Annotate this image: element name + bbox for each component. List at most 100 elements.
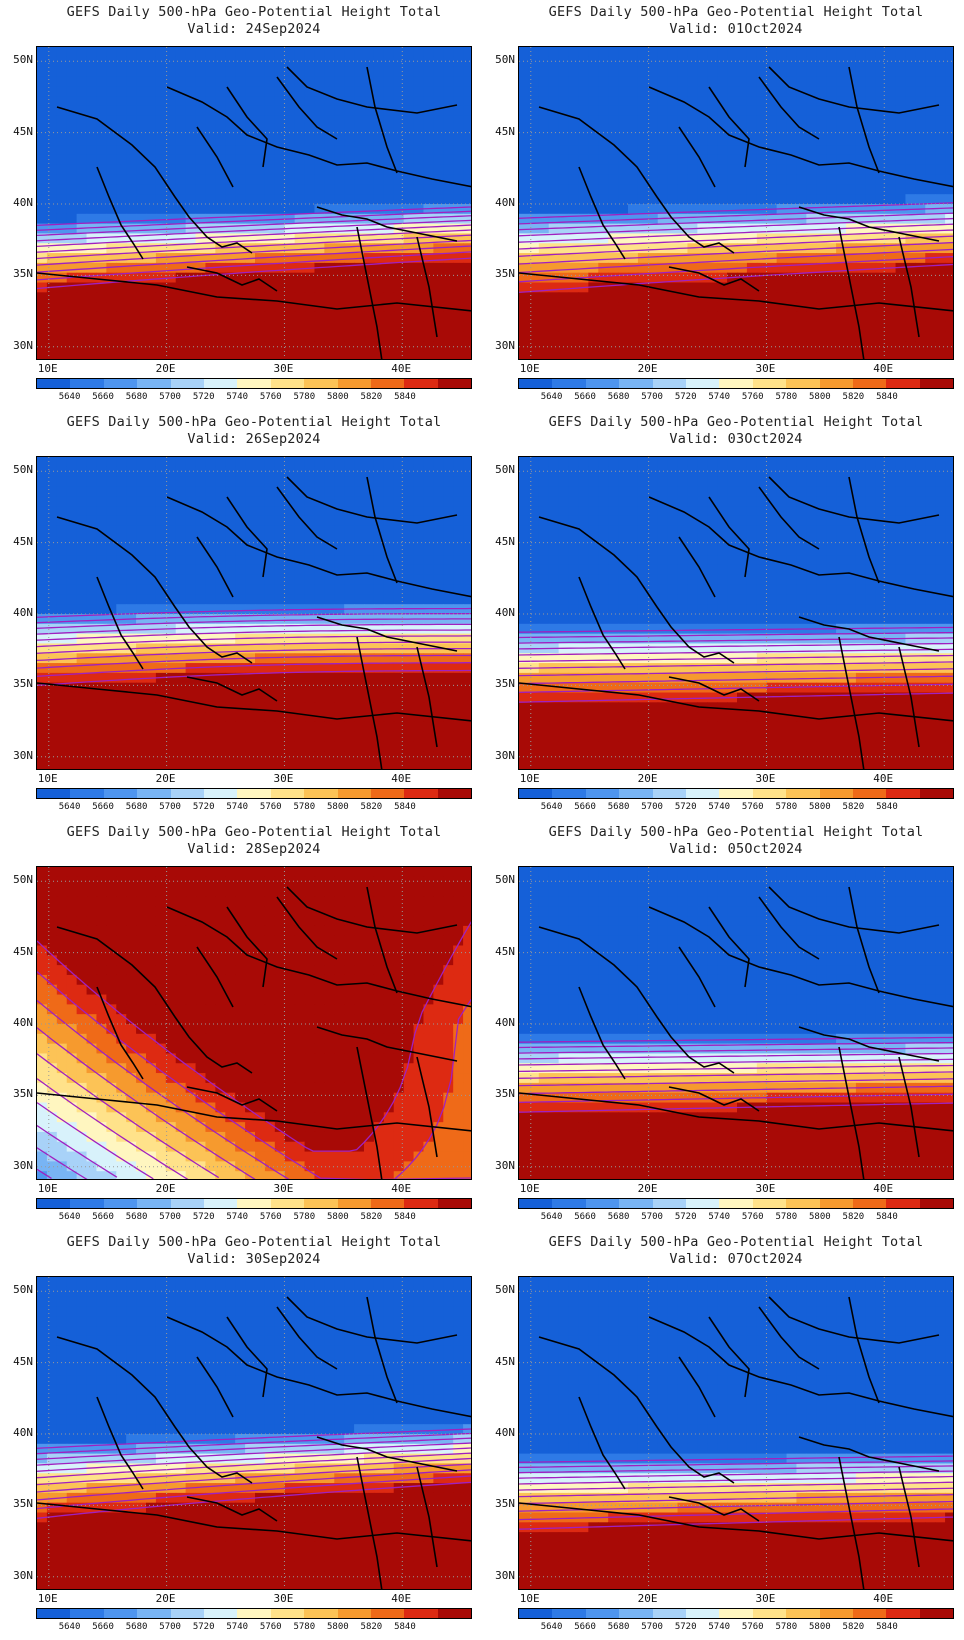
lon-label: 10E [519,1182,540,1195]
colorbar-label: 5640 [58,1212,81,1222]
colorbar [518,1198,954,1209]
contour-line [37,1447,471,1472]
lon-label: 40E [391,772,412,785]
coastline [316,616,458,652]
contour-line [37,206,471,227]
lat-label: 30N [13,748,33,762]
colorbar-swatch [852,379,887,388]
colorbar-swatch [437,1609,472,1618]
contour-line [37,245,471,273]
coastline [648,86,953,188]
coastline [276,896,338,960]
coastline [838,1046,865,1179]
colorbar-label: 5760 [259,392,282,402]
colorbar-label: 5640 [540,1622,563,1632]
contour-line [519,212,953,231]
colorbar-label: 5640 [540,392,563,402]
colorbar-labels: 5640 5660 5680 5700 5720 5740 5760 5780 5800 5820… [36,1212,472,1224]
colorbar-swatch [886,379,920,388]
contour-line [519,668,953,677]
colorbar-swatch [170,1199,204,1208]
lon-label: 30E [755,362,776,375]
contour-line [519,637,953,644]
colorbar-label: 5820 [360,802,383,812]
colorbar-label: 5660 [574,1622,596,1632]
colorbar-label: 5700 [159,802,181,812]
coastline [196,1356,234,1418]
map-panel-4: GEFS Daily 500-hPa Geo-Potential Height … [482,410,964,820]
lat-label: 45N [495,124,515,138]
coastline [838,636,865,769]
colorbar-swatch [719,1609,753,1618]
coastline [898,1466,920,1568]
lon-label: 20E [637,1182,658,1195]
colorbar-swatch [585,379,620,388]
colorbar-label: 5740 [708,392,731,402]
height-field [519,47,953,359]
lon-label: 40E [873,362,894,375]
colorbar-swatch [70,1199,104,1208]
height-field [519,867,953,1179]
panel-title: GEFS Daily 500-hPa Geo-Potential Height … [66,4,442,20]
coastline [286,886,458,934]
lat-label: 45N [495,534,515,548]
colorbar-swatch [437,789,472,798]
contour-line [37,1463,471,1493]
colorbar-swatch [552,379,586,388]
contour-line [37,1078,189,1179]
coastline [648,906,953,1008]
contour-line [37,921,471,1152]
colorbar-swatch [237,1609,271,1618]
coastline [196,536,234,598]
map-area [518,456,954,770]
colorbar-swatch [852,789,887,798]
contour-line [37,662,471,677]
lat-label: 35N [495,1087,515,1101]
colorbar-swatch [70,1609,104,1618]
colorbar-swatch [70,379,104,388]
contour-line [37,618,471,629]
lat-label: 50N [13,53,33,67]
colorbar-swatch [619,789,653,798]
contour-line [37,635,471,648]
coastline [768,886,940,934]
coastline [838,1456,865,1589]
contour-line [37,257,471,290]
colorbar-label: 5680 [607,392,630,402]
colorbar-swatch [719,379,753,388]
coastline [678,126,716,188]
contour-line [37,229,471,253]
colorbar-label: 5740 [708,1622,731,1632]
colorbar-label: 5640 [58,392,81,402]
colorbar-label: 5780 [293,1212,316,1222]
colorbar-label: 5760 [741,802,764,812]
coastline [768,1296,940,1344]
colorbar-swatch [404,1609,438,1618]
colorbar-label: 5840 [394,1212,416,1222]
lat-label: 35N [495,267,515,281]
contour-line [37,629,471,641]
contour-line [37,654,471,669]
coastline [166,906,471,1008]
lon-label: 30E [273,1592,294,1605]
coastline [848,476,880,584]
contour-line [37,1452,471,1479]
coastline [898,236,920,338]
colorbar-swatch [685,1199,720,1208]
colorbar-swatch [552,789,586,798]
colorbar-label: 5680 [607,1622,630,1632]
colorbar-label: 5760 [259,802,282,812]
lat-label: 40N [495,1426,515,1439]
colorbar-label: 5760 [741,1622,764,1632]
colorbar-swatch [752,1609,787,1618]
coastline [648,1316,953,1418]
coastline [758,1306,820,1370]
lon-label: 30E [755,1182,776,1195]
contour-line [519,1460,953,1469]
colorbar-label: 5840 [394,1622,416,1632]
colorbar-label: 5660 [574,802,596,812]
colorbar-swatch [819,1609,853,1618]
colorbar-label: 5720 [192,1622,215,1632]
colorbar-swatch [919,1199,954,1208]
colorbar-label: 5800 [809,1622,831,1632]
